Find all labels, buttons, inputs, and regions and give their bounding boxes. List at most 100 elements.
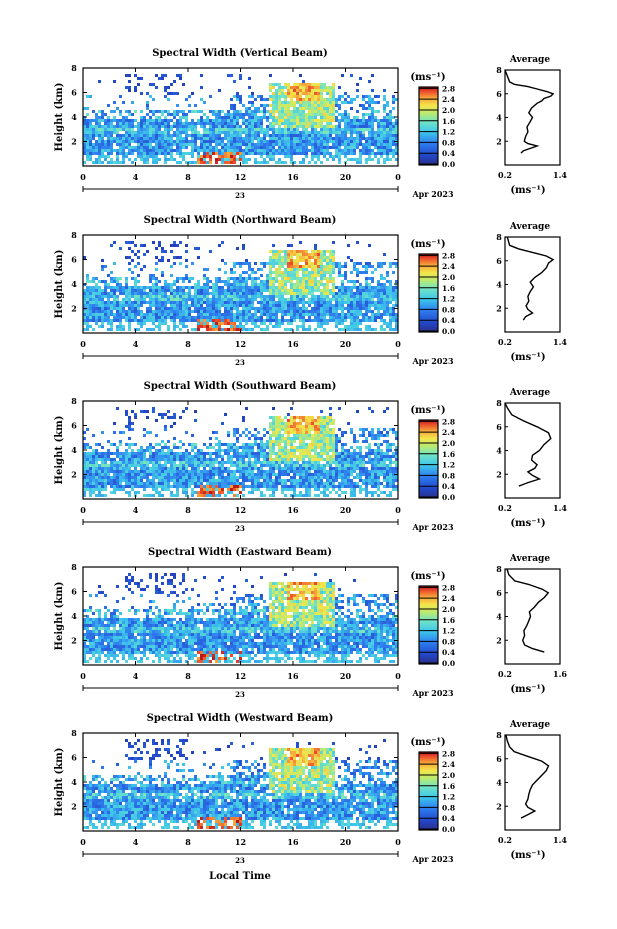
heatmap-cell (209, 250, 212, 253)
heatmap-cell (176, 277, 179, 280)
heatmap-cell (278, 322, 281, 325)
heatmap-cell (251, 298, 254, 301)
heatmap-cell (86, 274, 89, 277)
heatmap-cell (125, 131, 128, 134)
heatmap-cell (128, 241, 131, 244)
heatmap-cell (158, 286, 161, 289)
heatmap-cell (248, 455, 251, 458)
heatmap-cell (251, 313, 254, 316)
heatmap-cell (143, 410, 146, 413)
heatmap-cell (107, 316, 110, 319)
heatmap-cell (278, 104, 281, 107)
heatmap-cell (299, 289, 302, 292)
heatmap-cell (368, 137, 371, 140)
heatmap-cell (209, 146, 212, 149)
heatmap-cell (242, 464, 245, 467)
heatmap-cell (176, 113, 179, 116)
heatmap-cell (95, 458, 98, 461)
heatmap-cell (293, 265, 296, 268)
heatmap-cell (251, 125, 254, 128)
heatmap-cell (152, 298, 155, 301)
heatmap-cell (284, 134, 287, 137)
heatmap-cell (239, 143, 242, 146)
heatmap-cell (149, 458, 152, 461)
heatmap-cell (281, 274, 284, 277)
heatmap-cell (305, 310, 308, 313)
heatmap-cell (188, 95, 191, 98)
heatmap-cell (140, 158, 143, 161)
heatmap-cell (284, 286, 287, 289)
heatmap-cell (89, 143, 92, 146)
heatmap-cell (203, 161, 206, 164)
heatmap-cell (356, 295, 359, 298)
heatmap-cell (257, 268, 260, 271)
heatmap-cell (83, 316, 86, 319)
heatmap-cell (203, 128, 206, 131)
heatmap-cell (173, 301, 176, 304)
heatmap-cell (200, 304, 203, 307)
heatmap-cell (95, 128, 98, 131)
heatmap-cell (209, 328, 212, 331)
heatmap-cell (128, 131, 131, 134)
heatmap-cell (248, 304, 251, 307)
heatmap-cell (128, 146, 131, 149)
heatmap-cell (197, 470, 200, 473)
heatmap-cell (245, 292, 248, 295)
heatmap-cell (245, 125, 248, 128)
heatmap-cell (251, 292, 254, 295)
heatmap-cell (98, 458, 101, 461)
heatmap-cell (299, 152, 302, 155)
heatmap-cell (290, 301, 293, 304)
heatmap-cell (329, 301, 332, 304)
heatmap-cell (257, 286, 260, 289)
heatmap-cell (311, 95, 314, 98)
heatmap-cell (374, 313, 377, 316)
heatmap-cell (359, 149, 362, 152)
heatmap-cell (311, 101, 314, 104)
heatmap-cell (284, 116, 287, 119)
heatmap-cell (227, 155, 230, 158)
heatmap-cell (314, 271, 317, 274)
heatmap-cell (215, 119, 218, 122)
heatmap-cell (347, 140, 350, 143)
heatmap-cell (227, 304, 230, 307)
heatmap-cell (356, 271, 359, 274)
heatmap-cell (158, 313, 161, 316)
heatmap-cell (377, 298, 380, 301)
heatmap-cell (173, 149, 176, 152)
heatmap-cell (212, 488, 215, 491)
heatmap-cell (185, 152, 188, 155)
heatmap-cell (242, 479, 245, 482)
heatmap-cell (206, 316, 209, 319)
heatmap-cell (353, 298, 356, 301)
heatmap-cell (206, 313, 209, 316)
heatmap-cell (122, 289, 125, 292)
heatmap-cell (140, 319, 143, 322)
heatmap-cell (86, 452, 89, 455)
heatmap-cell (131, 101, 134, 104)
heatmap-cell (266, 155, 269, 158)
heatmap-cell (269, 125, 272, 128)
heatmap-cell (104, 122, 107, 125)
heatmap-cell (224, 128, 227, 131)
heatmap-cell (221, 449, 224, 452)
heatmap-cell (233, 479, 236, 482)
heatmap-cell (383, 161, 386, 164)
heatmap-cell (101, 464, 104, 467)
heatmap-cell (173, 158, 176, 161)
profile-y-tick-label: 6 (496, 89, 502, 99)
heatmap-cell (242, 328, 245, 331)
heatmap-cell (305, 250, 308, 253)
heatmap-cell (260, 286, 263, 289)
heatmap-cell (251, 473, 254, 476)
heatmap-cell (305, 259, 308, 262)
heatmap-cell (197, 494, 200, 497)
heatmap-cell (92, 449, 95, 452)
heatmap-cell (101, 467, 104, 470)
heatmap-cell (341, 143, 344, 146)
heatmap-cell (218, 452, 221, 455)
heatmap-cell (119, 277, 122, 280)
heatmap-cell (224, 280, 227, 283)
heatmap-cell (92, 313, 95, 316)
heatmap-cell (338, 125, 341, 128)
